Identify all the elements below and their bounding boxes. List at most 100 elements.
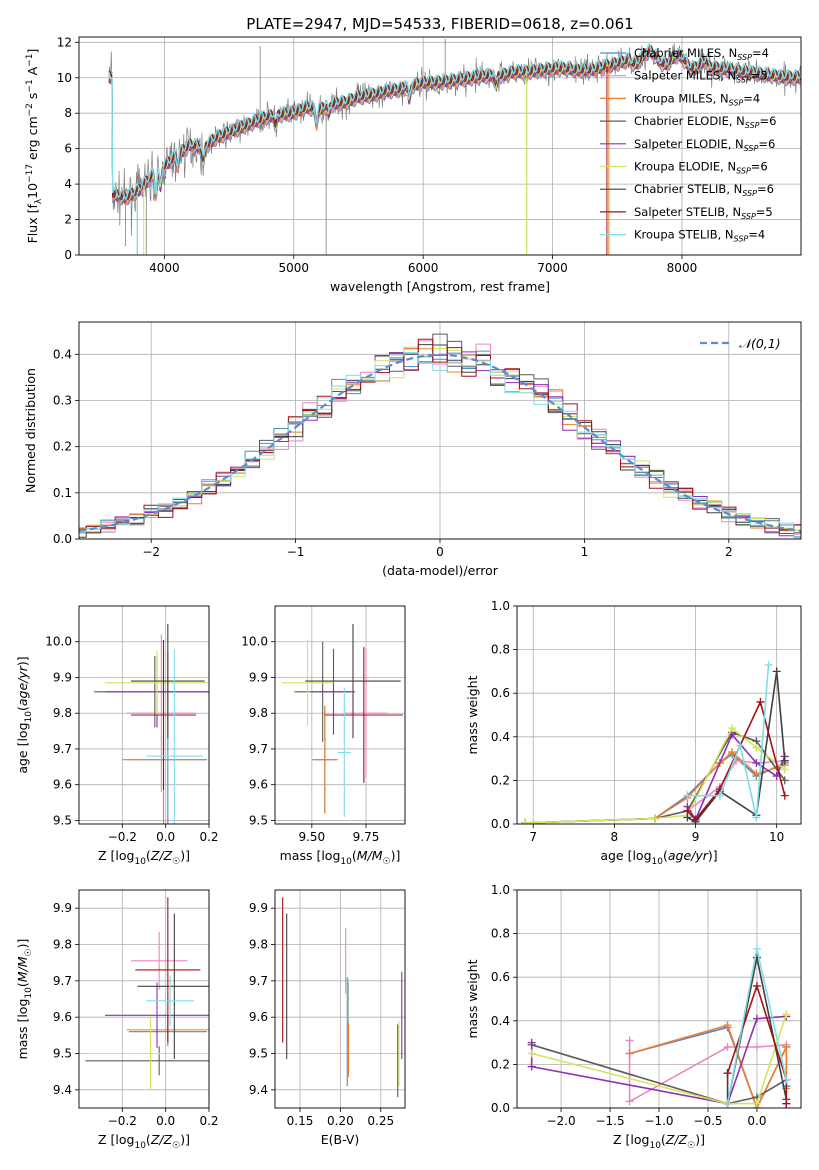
model-7-line bbox=[108, 45, 801, 201]
mass_vs_Z-panel: −0.2 0.0 0.2 9.4 9.5 9.6 9.7 9.8 9.9 Z [log10(Z/Z… bbox=[15, 889, 219, 1151]
x-axis-label: age [log10(age/yr)] bbox=[600, 848, 717, 867]
y-tick-label: 6 bbox=[64, 142, 72, 156]
residuals-marks bbox=[79, 333, 801, 539]
label-part: M/M bbox=[15, 956, 30, 982]
y-tick-label: 0.0 bbox=[53, 532, 72, 546]
y-tick-label: 9.5 bbox=[249, 813, 268, 827]
mass-weight-marker bbox=[752, 1042, 761, 1051]
label-part: )] bbox=[708, 848, 718, 863]
label-part: )] bbox=[180, 848, 190, 863]
x-axis-label: wavelength [Angstrom, rest frame] bbox=[330, 279, 550, 294]
subscript: ☉ bbox=[687, 1141, 695, 1151]
spectrum-panel: 4000 5000 6000 7000 8000 0 2 4 6 8 10 12 wavelength … bbox=[25, 35, 802, 294]
legend-entry: Salpeter ELODIE, NSSP=6 bbox=[634, 137, 775, 153]
label-part: ( bbox=[15, 706, 30, 711]
label-part: erg cm bbox=[25, 116, 40, 164]
y-tick-label: 0.3 bbox=[53, 393, 72, 407]
label-part: 10 bbox=[25, 183, 40, 199]
mass-weight-marker bbox=[780, 765, 789, 774]
mass-weight-marker bbox=[752, 743, 761, 752]
y-tick-label: 0.1 bbox=[53, 486, 72, 500]
label-part: age/yr bbox=[668, 848, 709, 863]
y-tick-label: 8 bbox=[64, 106, 72, 120]
legend-entry: Chabrier MILES, NSSP=4 bbox=[634, 46, 769, 62]
mass-weight-marker bbox=[691, 815, 700, 824]
mass-weight-marker bbox=[752, 944, 761, 953]
x-tick-label: −1.5 bbox=[595, 1114, 624, 1128]
y-tick-label: 0.8 bbox=[491, 643, 510, 657]
x-axis-label: Z [log10(Z/Z☉)] bbox=[98, 1132, 190, 1151]
y-tick-label: 1.0 bbox=[491, 599, 510, 613]
mass-weight-marker bbox=[728, 748, 737, 757]
y-tick-label: 9.5 bbox=[53, 813, 72, 827]
label-part: =6 bbox=[757, 182, 774, 196]
x-axis-label: E(B-V) bbox=[321, 1132, 360, 1147]
mass-weight-marker bbox=[527, 1038, 536, 1047]
y-tick-label: 9.4 bbox=[249, 1083, 268, 1097]
x-tick-label: −1 bbox=[287, 545, 305, 559]
mass-weight-marker bbox=[752, 769, 761, 778]
label-part: ( bbox=[146, 1132, 151, 1147]
spectrum-marks bbox=[108, 38, 801, 255]
label-part: ] bbox=[25, 49, 40, 54]
x-tick-label: 7 bbox=[529, 830, 537, 844]
legend-entry: 𝒩(0,1) bbox=[739, 336, 781, 351]
x-axis-label: mass [log10(M/M☉)] bbox=[280, 848, 401, 867]
y-tick-label: 9.6 bbox=[249, 778, 268, 792]
mass-weight-marker bbox=[683, 806, 692, 815]
x-tick-label: 0.25 bbox=[367, 1114, 394, 1128]
label-part: ( bbox=[146, 848, 151, 863]
subscript: ☉ bbox=[172, 857, 180, 867]
spectrum-legend: Chabrier MILES, NSSP=4 Salpeter MILES, NS… bbox=[600, 46, 776, 244]
normal-curve bbox=[79, 353, 801, 532]
subscript: SSP bbox=[744, 144, 759, 153]
x-tick-label: 9 bbox=[692, 830, 700, 844]
y-tick-label: 0.8 bbox=[491, 927, 510, 941]
label-part: )] bbox=[15, 939, 30, 949]
legend-entry: Kroupa MILES, NSSP=4 bbox=[634, 91, 760, 107]
mass-weight-marker bbox=[782, 1099, 791, 1108]
age_vs_mass-panel: 9.50 9.75 9.5 9.6 9.7 9.8 9.9 10.0 mass [log10(M… bbox=[241, 605, 406, 867]
superscript: −1 bbox=[25, 54, 35, 67]
ticks: 4000 5000 6000 7000 8000 0 2 4 6 8 10 12 bbox=[57, 35, 698, 275]
subscript: ☉ bbox=[24, 948, 34, 956]
subscript: ☉ bbox=[383, 857, 391, 867]
y-tick-label: 4 bbox=[64, 177, 72, 191]
x-tick-label: −1.0 bbox=[644, 1114, 673, 1128]
label-part: =5 bbox=[756, 205, 773, 219]
y-tick-label: 9.5 bbox=[249, 1047, 268, 1061]
subscript: 10 bbox=[340, 857, 352, 867]
x-axis-label: (data-model)/error bbox=[382, 563, 499, 578]
mass-weight-marker bbox=[782, 1042, 791, 1051]
mass-weight-marker bbox=[752, 813, 761, 822]
y-axis-label: mass [log10(M/M☉)] bbox=[15, 939, 34, 1060]
legend-entry: Chabrier ELODIE, NSSP=6 bbox=[634, 114, 776, 130]
label-part: =5 bbox=[751, 69, 768, 83]
label-part: Z/Z bbox=[665, 1132, 688, 1147]
mass-weight-marker bbox=[723, 1042, 732, 1051]
y-tick-label: 0.4 bbox=[491, 730, 510, 744]
mw_vs_Z-panel: −2.0 −1.5 −1.0 −0.5 0.0 0.0 0.2 0.4 0.6 0.8 1.0 Z [… bbox=[465, 883, 802, 1151]
y-tick-label: 0.6 bbox=[491, 970, 510, 984]
label-part: ( bbox=[15, 982, 30, 987]
y-tick-label: 9.7 bbox=[249, 974, 268, 988]
x-tick-label: 5000 bbox=[279, 261, 310, 275]
label-part: A bbox=[25, 66, 40, 79]
x-tick-label: 0.2 bbox=[199, 1114, 218, 1128]
y-tick-label: 1.0 bbox=[491, 883, 510, 897]
y-tick-label: 0.2 bbox=[53, 440, 72, 454]
label-part: =6 bbox=[760, 114, 777, 128]
mass-weight-marker bbox=[780, 776, 789, 785]
mass-weight-series-4 bbox=[531, 1044, 787, 1105]
subscript: SSP bbox=[745, 121, 760, 130]
label-part: )] bbox=[391, 848, 401, 863]
mass-weight-series-3 bbox=[629, 1024, 788, 1108]
ticks: −0.2 0.0 0.2 9.5 9.6 9.7 9.8 9.9 10.0 bbox=[45, 635, 218, 844]
mw_vs_Z-marks bbox=[527, 944, 791, 1108]
mass-weight-marker bbox=[728, 724, 737, 733]
subscript: SSP bbox=[734, 235, 749, 244]
axes-frame bbox=[516, 605, 802, 825]
x-tick-label: 0.0 bbox=[747, 1114, 766, 1128]
x-tick-label: 9.50 bbox=[298, 830, 325, 844]
label-part: =6 bbox=[751, 160, 768, 174]
